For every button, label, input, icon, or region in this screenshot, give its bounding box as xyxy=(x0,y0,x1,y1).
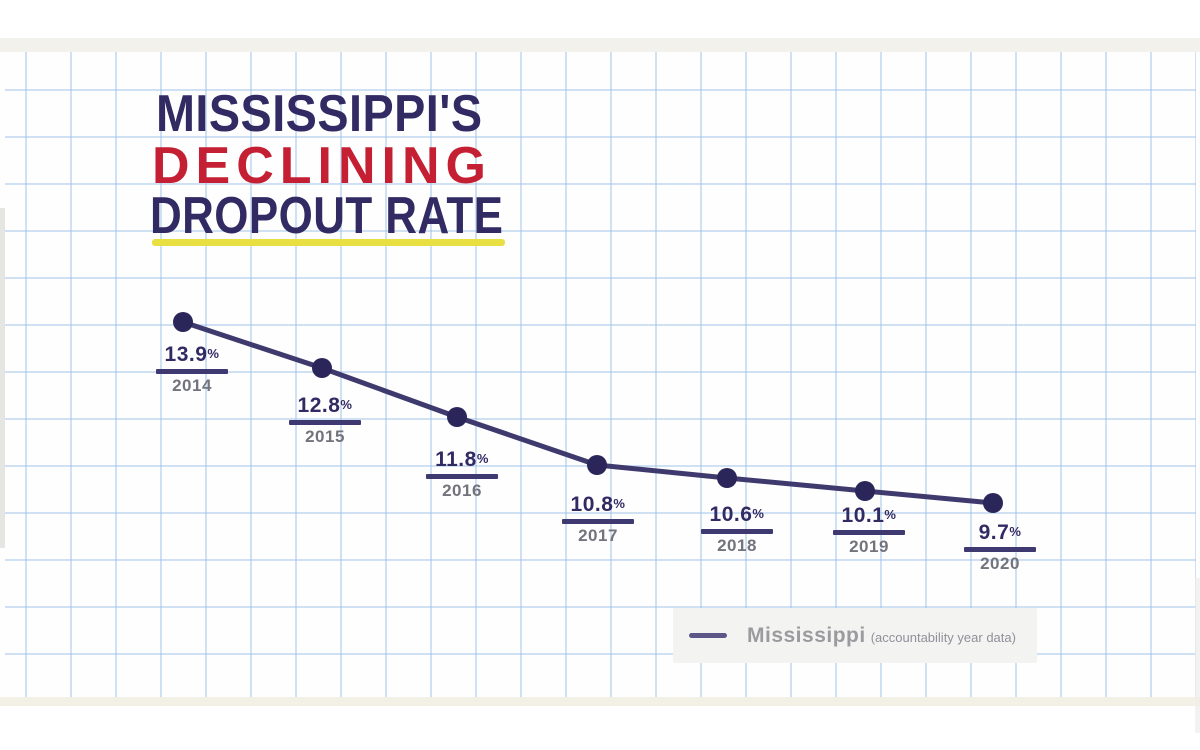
title-line-2: DECLINING xyxy=(152,137,492,195)
percent-sign: % xyxy=(752,506,765,521)
title-line-3: DROPOUT RATE xyxy=(150,187,504,245)
point-year: 2018 xyxy=(717,535,757,555)
point-underline xyxy=(289,420,361,425)
point-label-2020: 9.7% 2020 xyxy=(952,522,1048,573)
legend-series-note: (accountability year data) xyxy=(870,629,1016,645)
data-point-2019 xyxy=(855,481,875,501)
data-point-2018 xyxy=(717,468,737,488)
data-point-2017 xyxy=(587,455,607,475)
point-label-2015: 12.8% 2015 xyxy=(277,395,373,446)
point-value: 13.9% xyxy=(164,343,220,366)
point-value: 10.6% xyxy=(709,503,765,526)
legend-line-swatch xyxy=(689,632,727,639)
percent-sign: % xyxy=(207,346,220,361)
point-label-2018: 10.6% 2018 xyxy=(689,504,785,555)
point-year: 2020 xyxy=(980,553,1020,573)
title-line-1: MISSISSIPPI'S xyxy=(156,85,483,143)
percent-sign: % xyxy=(476,451,489,466)
point-year: 2015 xyxy=(305,426,345,446)
percent-sign: % xyxy=(1009,524,1022,539)
data-point-2016 xyxy=(447,407,467,427)
data-point-2020 xyxy=(983,493,1003,513)
point-underline xyxy=(964,547,1036,552)
point-year: 2019 xyxy=(849,536,889,556)
legend-series-label: Mississippi xyxy=(747,623,866,647)
point-year: 2017 xyxy=(578,525,618,545)
point-underline xyxy=(156,369,228,374)
card-bottom-edge xyxy=(0,697,1200,706)
data-point-2015 xyxy=(312,358,332,378)
point-value: 10.8% xyxy=(570,493,626,516)
legend-text: Mississippi (accountability year data) xyxy=(747,624,1016,648)
point-label-2016: 11.8% 2016 xyxy=(414,449,510,500)
card-left-edge xyxy=(0,208,5,548)
graph-paper-card xyxy=(0,38,1200,733)
data-point-2014 xyxy=(173,312,193,332)
point-label-2019: 10.1% 2019 xyxy=(821,505,917,556)
point-year: 2014 xyxy=(172,375,212,395)
point-value: 10.1% xyxy=(841,504,897,527)
point-underline xyxy=(426,474,498,479)
card-top-edge xyxy=(0,38,1200,52)
graph-paper-grid xyxy=(5,52,1196,697)
point-value: 11.8% xyxy=(435,448,489,471)
point-year: 2016 xyxy=(442,480,482,500)
point-underline xyxy=(562,519,634,524)
title-underline xyxy=(152,239,505,246)
percent-sign: % xyxy=(884,507,897,522)
percent-sign: % xyxy=(340,397,353,412)
point-label-2014: 13.9% 2014 xyxy=(144,344,240,395)
point-value: 9.7% xyxy=(978,521,1022,544)
legend: Mississippi (accountability year data) xyxy=(673,608,1037,663)
percent-sign: % xyxy=(613,496,626,511)
point-underline xyxy=(833,530,905,535)
point-value: 12.8% xyxy=(297,394,353,417)
card-right-edge xyxy=(1195,578,1200,733)
point-label-2017: 10.8% 2017 xyxy=(550,494,646,545)
point-underline xyxy=(701,529,773,534)
